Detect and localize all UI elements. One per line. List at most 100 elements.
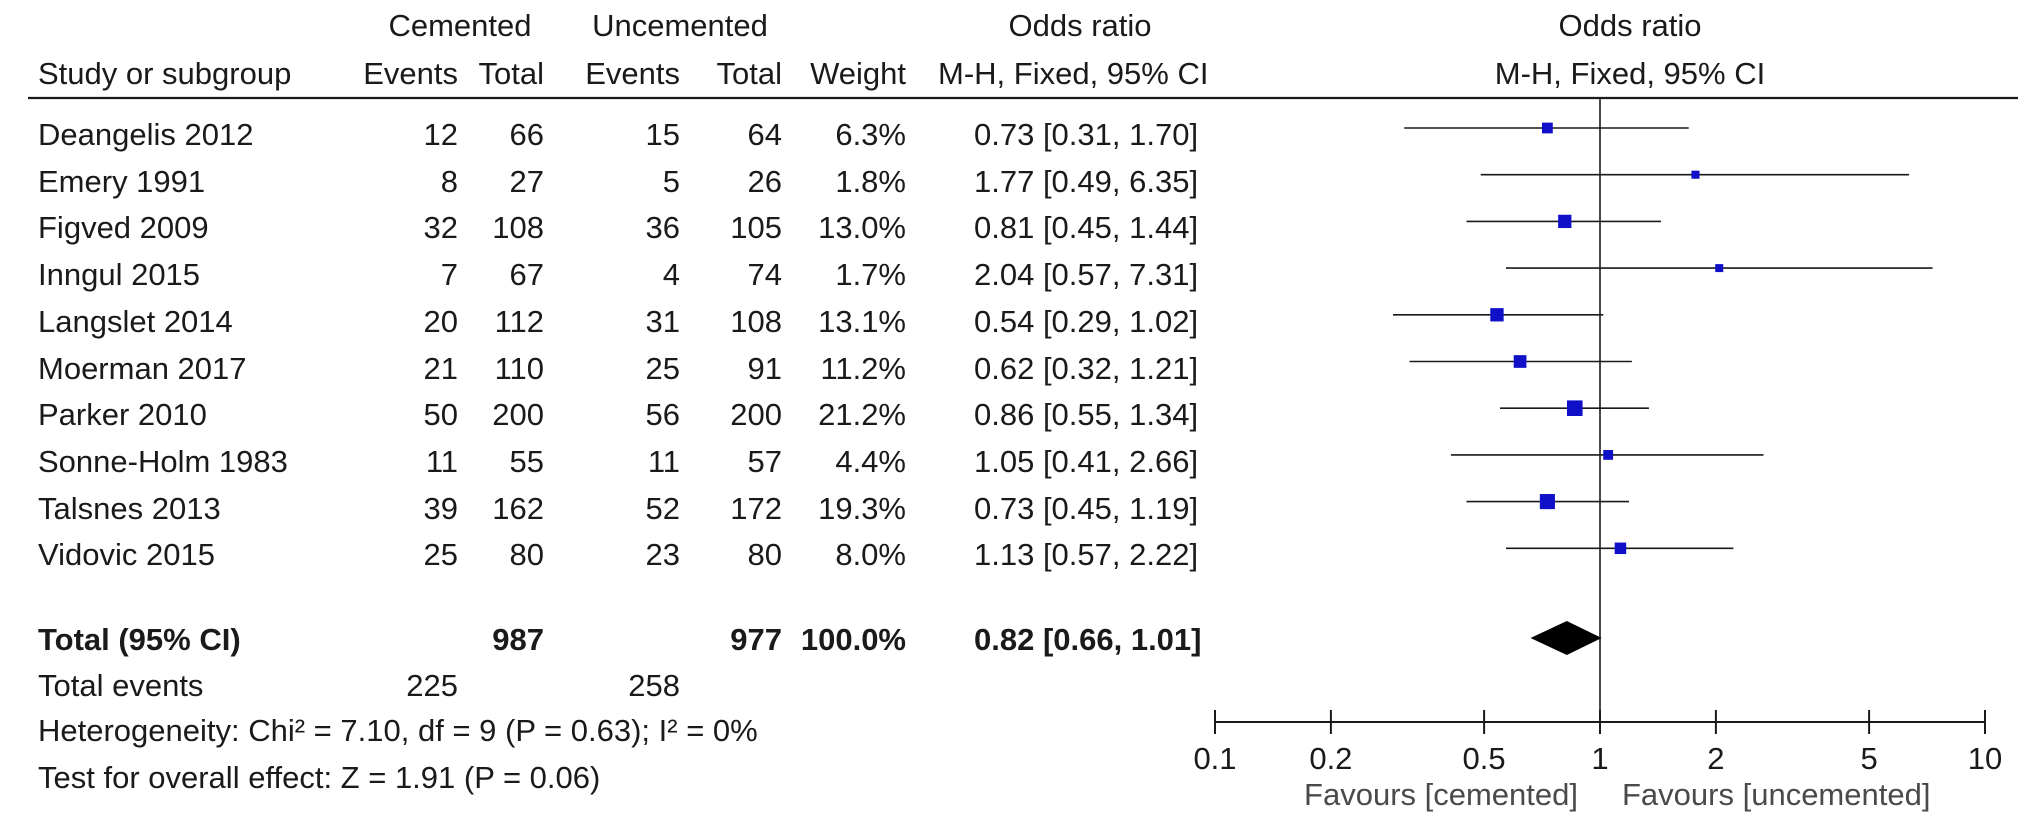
header-group-cemented: Cemented (388, 8, 532, 43)
total-cemented: 110 (494, 350, 544, 386)
header-group-uncemented: Uncemented (592, 8, 768, 43)
events-uncemented: 25 (645, 350, 680, 386)
weight: 4.4% (835, 443, 906, 479)
header-odds-ratio: Odds ratio (1008, 8, 1152, 43)
total-uncemented: 172 (730, 490, 782, 526)
study-name: Sonne-Holm 1983 (38, 443, 288, 479)
total-events-label: Total events (38, 668, 204, 703)
events-cemented: 50 (423, 397, 458, 433)
total-uncemented: 80 (747, 537, 782, 573)
total-uncemented: 74 (747, 257, 782, 293)
study-name: Parker 2010 (38, 397, 207, 433)
weight: 6.3% (835, 117, 906, 152)
total-ci: 0.82 [0.66, 1.01] (974, 622, 1202, 657)
weight: 1.7% (835, 257, 906, 293)
header-weight: Weight (810, 56, 906, 91)
odds-ratio-ci: 0.73 [0.31, 1.70] (974, 117, 1199, 152)
study-marker (1490, 308, 1504, 322)
total-cemented: 66 (509, 117, 544, 152)
heterogeneity-text: Heterogeneity: Chi² = 7.10, df = 9 (P = … (38, 713, 758, 748)
total-cemented: 55 (509, 443, 544, 479)
events-uncemented: 15 (645, 117, 680, 152)
total-uncemented: 108 (730, 303, 782, 339)
events-uncemented: 31 (645, 303, 680, 339)
total-events-cemented: 225 (406, 668, 458, 703)
x-tick-label: 1 (1591, 741, 1608, 776)
favours-left-label: Favours [cemented] (1304, 777, 1578, 812)
weight: 1.8% (835, 163, 906, 199)
total-cemented: 987 (492, 622, 544, 657)
total-cemented: 112 (494, 303, 544, 339)
total-cemented: 162 (492, 490, 544, 526)
total-cemented: 200 (492, 397, 544, 433)
study-marker (1603, 449, 1614, 460)
study-marker (1691, 170, 1700, 179)
study-marker (1715, 264, 1724, 273)
pooled-diamond (1530, 621, 1602, 655)
events-uncemented: 5 (662, 163, 680, 199)
header-total-cemented: Total (478, 56, 544, 91)
events-cemented: 20 (423, 303, 458, 339)
total-uncemented: 91 (747, 350, 782, 386)
study-name: Vidovic 2015 (38, 537, 215, 573)
weight: 19.3% (818, 490, 906, 526)
header-plot-method: M-H, Fixed, 95% CI (1494, 56, 1766, 91)
events-uncemented: 56 (645, 397, 680, 433)
overall-effect-text: Test for overall effect: Z = 1.91 (P = 0… (38, 760, 601, 795)
study-marker (1513, 355, 1527, 368)
total-uncemented: 64 (747, 117, 782, 152)
events-uncemented: 4 (662, 257, 680, 293)
events-cemented: 12 (423, 117, 458, 152)
x-tick-label: 0.2 (1309, 741, 1352, 776)
weight: 13.0% (818, 210, 906, 246)
events-cemented: 25 (423, 537, 458, 573)
events-cemented: 21 (423, 350, 458, 386)
events-cemented: 7 (440, 257, 458, 293)
study-marker (1541, 122, 1553, 134)
study-marker (1614, 542, 1627, 555)
total-uncemented: 200 (730, 397, 782, 433)
header-study: Study or subgroup (38, 56, 292, 91)
odds-ratio-ci: 0.54 [0.29, 1.02] (974, 303, 1199, 339)
study-name: Inngul 2015 (38, 257, 201, 293)
odds-ratio-ci: 1.05 [0.41, 2.66] (974, 443, 1199, 479)
events-cemented: 32 (423, 210, 458, 246)
x-tick-label: 5 (1860, 741, 1877, 776)
study-marker (1558, 214, 1572, 229)
odds-ratio-ci: 0.73 [0.45, 1.19] (974, 490, 1199, 526)
total-label: Total (95% CI) (38, 622, 241, 657)
total-cemented: 27 (509, 163, 544, 199)
events-cemented: 39 (423, 490, 458, 526)
total-uncemented: 105 (730, 210, 782, 246)
odds-ratio-ci: 2.04 [0.57, 7.31] (974, 257, 1199, 293)
x-tick-label: 0.5 (1463, 741, 1506, 776)
header-method: M-H, Fixed, 95% CI (938, 56, 1209, 91)
study-name: Moerman 2017 (38, 350, 247, 386)
total-cemented: 108 (492, 210, 544, 246)
header-events-uncemented: Events (585, 56, 680, 91)
weight: 11.2% (820, 350, 906, 386)
odds-ratio-ci: 0.62 [0.32, 1.21] (974, 350, 1199, 386)
total-cemented: 80 (509, 537, 544, 573)
favours-right-label: Favours [uncemented] (1622, 777, 1930, 812)
total-events-uncemented: 258 (628, 668, 680, 703)
total-weight: 100.0% (800, 622, 906, 657)
total-uncemented: 977 (730, 622, 782, 657)
study-name: Talsnes 2013 (38, 490, 221, 526)
events-cemented: 8 (440, 163, 458, 199)
events-uncemented: 23 (645, 537, 680, 573)
events-uncemented: 52 (645, 490, 680, 526)
x-tick-label: 10 (1968, 741, 2002, 776)
study-name: Figved 2009 (38, 210, 209, 246)
header-events-cemented: Events (363, 56, 458, 91)
odds-ratio-ci: 1.13 [0.57, 2.22] (974, 537, 1199, 573)
study-name: Deangelis 2012 (38, 117, 254, 152)
study-marker (1566, 400, 1583, 416)
odds-ratio-ci: 0.86 [0.55, 1.34] (974, 397, 1199, 433)
events-uncemented: 11 (647, 443, 680, 479)
odds-ratio-ci: 0.81 [0.45, 1.44] (974, 210, 1199, 246)
weight: 8.0% (835, 537, 906, 573)
events-uncemented: 36 (645, 210, 680, 246)
study-marker (1539, 494, 1555, 510)
